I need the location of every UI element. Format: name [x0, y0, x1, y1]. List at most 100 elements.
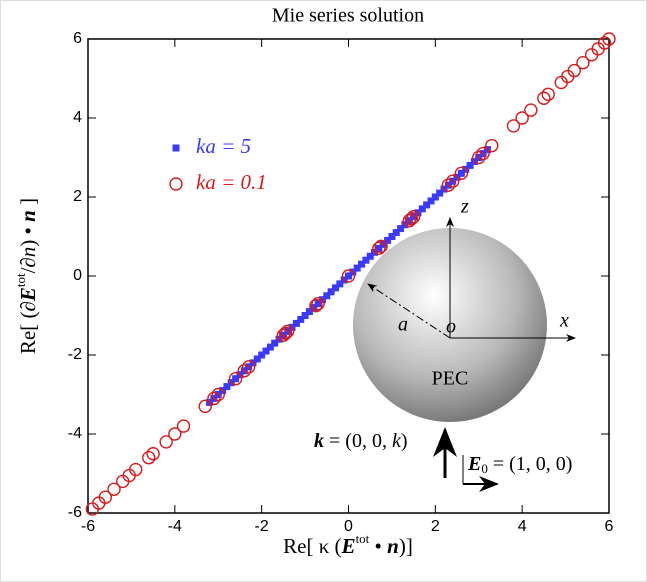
y-tick-label: -4 [68, 425, 82, 442]
point [366, 252, 374, 260]
point [374, 239, 388, 254]
e0-label-part: E [467, 453, 481, 475]
y-label-part: ] [16, 198, 40, 210]
point [297, 315, 305, 323]
point [427, 197, 435, 205]
point [146, 447, 160, 461]
y-tick-label: 4 [73, 109, 82, 126]
y-tick-label: -2 [68, 346, 82, 363]
y-label-part: /∂ [16, 257, 40, 273]
z-label: z [460, 196, 469, 218]
x-tick-label: -6 [81, 518, 95, 535]
x-tick-label: -2 [255, 518, 269, 535]
legend-label: ka = 5 [196, 134, 251, 158]
y-label-part: E [16, 287, 40, 302]
legend-marker [169, 177, 183, 191]
point [142, 451, 156, 465]
point [305, 308, 313, 316]
point [281, 324, 295, 338]
x-label-part: E [341, 534, 356, 558]
point [406, 210, 421, 224]
point [602, 32, 616, 46]
point [262, 347, 270, 355]
legend-label: ka = 0.1 [196, 170, 267, 194]
point [388, 233, 396, 240]
y-label-part: ) • [16, 222, 40, 247]
x-label-part: Re[ κ ( [283, 534, 341, 558]
point [228, 372, 243, 386]
point [372, 241, 386, 256]
y-label-part: Re[ (∂ [16, 301, 40, 354]
k-label-part: k [392, 430, 402, 452]
point [353, 264, 361, 272]
legend-marker [172, 144, 180, 152]
y-label-part: n [16, 210, 40, 222]
point [301, 312, 309, 319]
point [485, 138, 499, 153]
point [576, 56, 590, 70]
x-label-part: )] [399, 534, 413, 558]
point [336, 280, 344, 288]
point [431, 193, 439, 201]
point [362, 256, 370, 264]
point [384, 236, 392, 244]
point [207, 391, 221, 406]
x-label-part: • [369, 534, 387, 558]
point [211, 387, 225, 402]
point [392, 229, 400, 237]
y-tick-label: 6 [73, 30, 82, 47]
point [466, 161, 474, 169]
point [314, 300, 322, 308]
radius-arrow [367, 283, 451, 339]
y-label-part: n [16, 247, 40, 258]
point [436, 189, 444, 197]
point [266, 343, 274, 351]
point [472, 150, 486, 165]
point [292, 319, 300, 327]
point [309, 298, 323, 313]
point [418, 205, 426, 213]
k-label: k = (0, 0, k) [314, 430, 408, 452]
point [198, 399, 212, 414]
point [253, 355, 261, 363]
point [446, 174, 460, 188]
k-label-part: ) [401, 430, 408, 452]
point [537, 91, 551, 105]
point [506, 119, 521, 133]
point [567, 63, 581, 78]
point [454, 166, 469, 181]
point [176, 419, 191, 433]
point [341, 269, 356, 283]
point [241, 360, 256, 374]
point [258, 351, 266, 359]
x-label-part: n [387, 534, 399, 558]
x-tick-label: -4 [168, 518, 182, 535]
y-tick-label: 2 [73, 188, 82, 205]
point [107, 482, 121, 496]
point [327, 288, 335, 296]
x-tick-label: 0 [344, 518, 353, 535]
y-label-part: tot [13, 273, 28, 287]
x-tick-label: 6 [605, 518, 614, 535]
point [375, 244, 383, 252]
point [441, 178, 456, 192]
point [404, 212, 419, 226]
point [168, 427, 182, 441]
point [423, 201, 431, 209]
point [98, 490, 113, 504]
chart-title: Mie series solution [272, 5, 424, 27]
point [232, 375, 240, 383]
inset-diagram: z x o a PEC k = (0, 0, k) E0 = (1, 0, 0) [314, 196, 576, 492]
point [237, 364, 252, 378]
radius-label: a [398, 314, 408, 336]
point [457, 169, 465, 177]
x-tick-label: 4 [518, 518, 527, 535]
point [278, 326, 293, 340]
y-axis-label: Re[ (∂Etot/∂n) • n ] [13, 198, 40, 354]
point [597, 36, 612, 50]
x-label-part: tot [356, 531, 370, 546]
point [476, 146, 490, 161]
y-tick-label: -6 [68, 504, 82, 521]
